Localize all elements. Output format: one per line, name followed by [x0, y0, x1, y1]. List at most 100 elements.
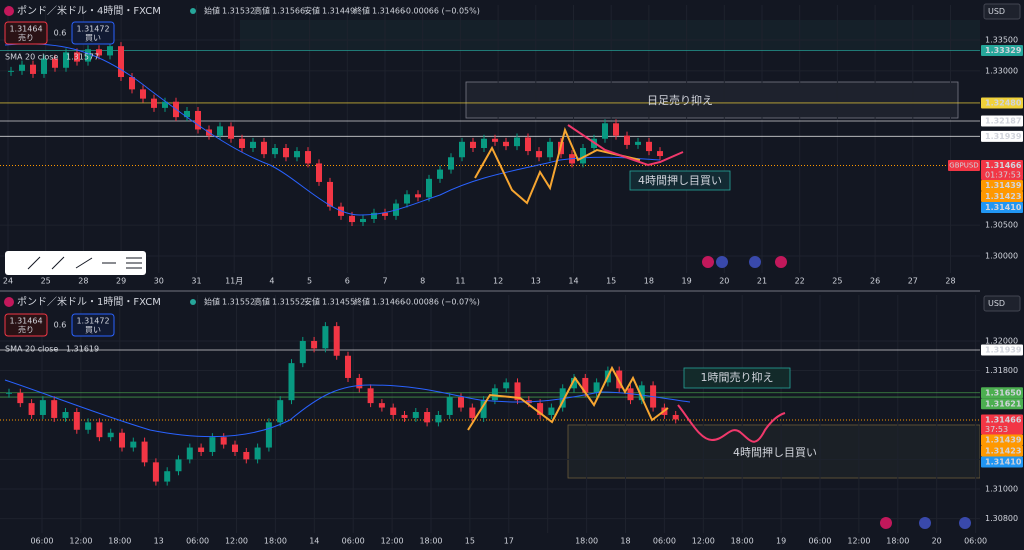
- candle: [613, 123, 619, 136]
- y-tick-label: 1.33500: [985, 35, 1018, 44]
- candle: [503, 141, 509, 147]
- event-icon[interactable]: [880, 517, 892, 529]
- candle: [152, 462, 159, 482]
- ohlc: 安値: [304, 6, 320, 16]
- candle: [415, 194, 421, 198]
- currency: USD: [988, 7, 1005, 16]
- candle: [74, 52, 80, 62]
- candle: [140, 89, 146, 99]
- candle: [39, 400, 46, 415]
- candle: [175, 459, 182, 472]
- event-icon[interactable]: [749, 256, 761, 268]
- candle: [311, 340, 318, 349]
- candle: [198, 447, 205, 452]
- sell-price: 1.31464: [9, 25, 42, 34]
- projection: [677, 404, 786, 443]
- tool-icons[interactable]: [27, 256, 142, 270]
- buy-button[interactable]: [71, 313, 115, 337]
- symbol: ポンド／米ドル・4時間・FXCM: [17, 4, 161, 17]
- time-label: 25: [41, 277, 51, 286]
- candle: [107, 432, 114, 438]
- candle: [141, 441, 148, 463]
- time-label: 15: [606, 277, 616, 286]
- ohlc: 1.31566: [272, 7, 305, 16]
- event-icon[interactable]: [716, 256, 728, 268]
- time-label: 4: [269, 277, 274, 286]
- event-icon[interactable]: [959, 517, 971, 529]
- candle: [195, 110, 201, 130]
- price-label-bg: [981, 160, 1023, 181]
- ohlc: 始値: [204, 6, 220, 16]
- candle: [580, 147, 586, 164]
- countdown: 37:53: [985, 425, 1008, 434]
- time-label: 20: [719, 277, 729, 286]
- event-icon[interactable]: [775, 256, 787, 268]
- candle: [602, 123, 608, 139]
- time-label: 15: [465, 537, 475, 546]
- y-tick-label: 1.30800: [985, 514, 1018, 523]
- currency-select[interactable]: [983, 295, 1021, 312]
- time-label: 20: [932, 537, 942, 546]
- toolbar: [5, 251, 146, 275]
- ohlc: 終値: [354, 6, 370, 16]
- candle: [209, 437, 216, 452]
- buy-price: 1.31472: [76, 25, 109, 34]
- price-label-bg: [981, 398, 1023, 410]
- event-icon[interactable]: [702, 256, 714, 268]
- candle: [547, 141, 553, 158]
- candle: [299, 340, 306, 364]
- symbol-tag: [948, 160, 980, 172]
- currency-select[interactable]: [983, 3, 1021, 20]
- candle: [283, 147, 289, 158]
- candle: [382, 212, 388, 216]
- time-label: 18: [644, 277, 654, 286]
- candle: [277, 400, 284, 423]
- countdown: 01:37:53: [985, 171, 1021, 180]
- ohlc: 安値: [304, 297, 320, 307]
- candle: [448, 157, 454, 170]
- sell-label: 売り: [18, 33, 34, 43]
- time-label: 27: [908, 277, 918, 286]
- event-icon[interactable]: [919, 517, 931, 529]
- time-label: 30: [154, 277, 164, 286]
- market-status: [190, 8, 196, 14]
- ohlc: 1.31466: [372, 298, 405, 307]
- spread: 0.6: [54, 321, 67, 330]
- sell-button[interactable]: [4, 21, 48, 45]
- candle: [30, 64, 36, 74]
- candle: [85, 49, 91, 62]
- time-label: 24: [3, 277, 13, 286]
- sell-price: 1.31464: [9, 317, 42, 326]
- sma-label: SMA 20 close: [5, 53, 58, 62]
- annotation-box: [683, 367, 791, 389]
- sell-label: 売り: [18, 325, 34, 335]
- buy-button[interactable]: [71, 21, 115, 45]
- time-label: 26: [870, 277, 880, 286]
- ohlc: 高値: [254, 297, 270, 307]
- candle: [435, 414, 442, 423]
- candle: [220, 437, 227, 445]
- candle: [470, 141, 476, 148]
- candle: [537, 403, 544, 415]
- price-label-bg: [981, 115, 1023, 127]
- time-label: 06:00: [808, 537, 831, 546]
- time-label: 06:00: [342, 537, 365, 546]
- sell-button[interactable]: [4, 313, 48, 337]
- ohlc: 終値: [354, 297, 370, 307]
- candles: [0, 5, 980, 533]
- y-tick-label: 1.30000: [985, 251, 1018, 260]
- y-tick-label: 1.31000: [985, 484, 1018, 493]
- time-label: 22: [795, 277, 805, 286]
- candle: [401, 414, 408, 418]
- candle: [571, 377, 577, 389]
- time-label: 14: [309, 537, 319, 546]
- price-label-bg: [981, 202, 1023, 214]
- candle: [672, 414, 679, 420]
- price-label: 1.32187: [985, 117, 1021, 126]
- time-label: 11月: [225, 277, 243, 286]
- time-label: 31: [191, 277, 201, 286]
- candle: [503, 382, 510, 389]
- symbol: ポンド／米ドル・1時間・FXCM: [17, 295, 161, 308]
- sma-line: [4, 379, 691, 438]
- candle: [371, 212, 377, 219]
